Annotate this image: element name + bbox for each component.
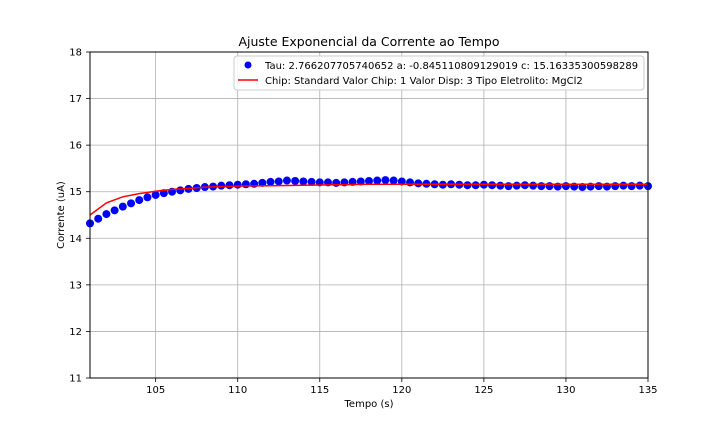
y-tick-label: 17 xyxy=(69,94,82,105)
data-point xyxy=(389,176,398,185)
data-point xyxy=(102,210,111,219)
y-tick-label: 18 xyxy=(69,48,82,59)
x-tick-label: 105 xyxy=(146,385,165,396)
x-tick-label: 110 xyxy=(228,385,247,396)
data-point xyxy=(258,178,267,187)
data-point xyxy=(127,199,136,208)
data-point xyxy=(135,196,144,205)
y-tick-label: 14 xyxy=(69,234,82,245)
data-point xyxy=(241,180,250,189)
legend: Tau: 2.766207705740652 a: -0.84511080912… xyxy=(233,55,645,91)
axes-frame xyxy=(89,51,649,379)
data-point xyxy=(627,182,636,191)
data-point xyxy=(537,182,546,191)
legend-label-fit-params: Tau: 2.766207705740652 a: -0.84511080912… xyxy=(264,61,638,72)
data-point xyxy=(463,181,472,190)
data-point xyxy=(217,181,226,190)
data-point xyxy=(299,177,308,186)
data-point xyxy=(520,181,529,190)
data-point xyxy=(307,177,316,186)
series-measured xyxy=(86,176,652,228)
data-point xyxy=(397,177,406,186)
data-point xyxy=(118,202,127,211)
legend-box xyxy=(233,55,645,91)
axis-ticks: 105 110 115 120 125 130 135 11 12 13 14 15 16 17 18 xyxy=(69,48,657,397)
data-point xyxy=(512,181,521,190)
data-point xyxy=(143,193,152,202)
y-tick-label: 13 xyxy=(69,280,82,291)
data-point xyxy=(611,182,620,191)
y-tick-label: 16 xyxy=(69,141,82,152)
x-tick-label: 120 xyxy=(392,385,411,396)
data-point xyxy=(266,177,275,186)
plot-area xyxy=(86,176,652,228)
legend-marker-scatter xyxy=(244,61,252,69)
x-tick-label: 115 xyxy=(310,385,329,396)
data-point xyxy=(282,176,291,185)
data-point xyxy=(233,180,242,189)
data-point xyxy=(545,182,554,191)
data-point xyxy=(496,181,505,190)
data-point xyxy=(488,181,497,190)
data-point xyxy=(381,176,390,185)
y-tick-label: 12 xyxy=(69,327,82,338)
data-point xyxy=(110,206,119,215)
data-point xyxy=(594,182,603,191)
y-tick-label: 11 xyxy=(69,374,82,385)
series-fit-line xyxy=(89,183,648,216)
data-point xyxy=(176,186,185,195)
data-point xyxy=(578,183,587,192)
data-point xyxy=(619,181,628,190)
data-point xyxy=(504,182,513,191)
data-point xyxy=(356,177,365,186)
data-point xyxy=(225,181,234,190)
y-axis-label: Corrente (uA) xyxy=(56,181,67,249)
data-point xyxy=(94,214,103,223)
data-point xyxy=(151,190,160,199)
data-point xyxy=(414,179,423,188)
data-point xyxy=(332,178,341,187)
data-point xyxy=(274,177,283,186)
y-tick-label: 15 xyxy=(69,187,82,198)
x-tick-label: 125 xyxy=(474,385,493,396)
data-point xyxy=(365,177,373,186)
data-point xyxy=(529,181,538,190)
data-point xyxy=(635,181,644,190)
data-point xyxy=(561,182,570,191)
data-point xyxy=(471,181,480,190)
chart-title: Ajuste Exponencial da Corrente ao Tempo xyxy=(238,34,499,49)
data-point xyxy=(406,178,415,187)
x-tick-label: 130 xyxy=(556,385,575,396)
x-axis-label: Tempo (s) xyxy=(344,399,394,410)
data-point xyxy=(291,177,300,186)
x-tick-label: 135 xyxy=(638,385,657,396)
legend-label-chip-info: Chip: Standard Valor Chip: 1 Valor Disp:… xyxy=(265,76,583,87)
data-point xyxy=(373,176,382,185)
